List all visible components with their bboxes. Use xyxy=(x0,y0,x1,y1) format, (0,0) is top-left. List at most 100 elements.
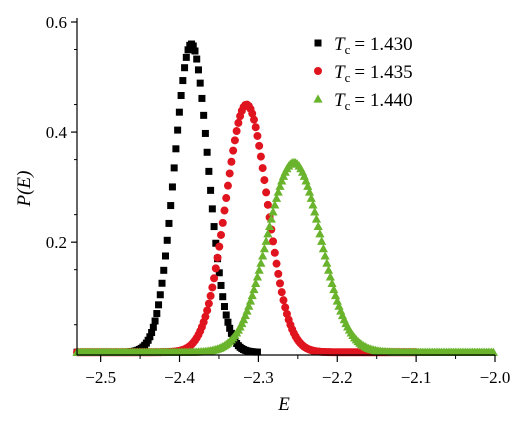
y-axis-title: P(E) xyxy=(14,171,35,208)
data-point xyxy=(245,296,256,305)
data-point xyxy=(208,283,217,292)
data-point xyxy=(225,169,234,178)
data-point xyxy=(193,55,201,63)
data-point xyxy=(303,181,313,190)
data-point xyxy=(153,310,161,318)
data-point xyxy=(330,290,341,300)
data-point xyxy=(213,253,222,262)
data-point xyxy=(156,291,164,299)
data-point xyxy=(268,207,278,216)
data-point xyxy=(249,115,258,124)
data-point xyxy=(223,181,232,190)
data-point xyxy=(170,164,178,172)
data-point xyxy=(247,290,257,300)
data-point xyxy=(256,152,265,161)
data-point xyxy=(160,266,168,274)
legend-item: Tc = 1.440 xyxy=(313,90,413,113)
y-tick-label: 0.6 xyxy=(46,13,67,32)
data-point xyxy=(227,329,235,337)
data-point xyxy=(311,214,322,223)
data-point xyxy=(240,310,250,320)
legend-marker xyxy=(314,67,322,75)
data-point xyxy=(191,47,199,55)
data-point xyxy=(252,272,263,281)
data-point xyxy=(315,229,325,238)
data-point xyxy=(224,318,232,326)
data-point xyxy=(310,207,320,216)
data-point xyxy=(220,303,228,311)
data-point xyxy=(215,242,224,251)
data-point xyxy=(279,296,288,305)
data-point xyxy=(194,66,202,74)
data-point xyxy=(158,279,166,287)
data-point xyxy=(274,269,283,278)
data-point xyxy=(148,328,156,336)
data-point xyxy=(317,236,327,245)
data-point xyxy=(256,258,266,267)
legend-item: Tc = 1.435 xyxy=(314,62,413,85)
data-point xyxy=(230,136,239,145)
data-point xyxy=(155,301,163,309)
data-point xyxy=(149,323,157,331)
data-point xyxy=(222,194,231,203)
data-point xyxy=(242,306,252,315)
data-point xyxy=(189,42,197,50)
data-point xyxy=(277,288,286,297)
data-point xyxy=(219,293,227,301)
data-point xyxy=(253,131,262,140)
data-point xyxy=(210,274,219,283)
data-point xyxy=(203,148,211,156)
data-point xyxy=(204,299,213,308)
data-point xyxy=(198,94,206,102)
data-point xyxy=(258,164,267,173)
x-axis-title: E xyxy=(277,394,290,415)
data-point xyxy=(264,221,275,230)
data-point xyxy=(260,176,269,185)
data-point xyxy=(179,77,187,85)
data-point xyxy=(259,243,269,253)
data-point xyxy=(226,324,234,332)
series-1 xyxy=(73,40,261,356)
data-point xyxy=(196,79,204,87)
data-point xyxy=(329,284,339,294)
data-point xyxy=(167,202,175,210)
data-point xyxy=(304,187,315,196)
data-point xyxy=(320,251,330,260)
data-point xyxy=(211,264,220,273)
axes: −2.5 −2.4 −2.3 −2.2 −2.1 −2.0 0.2 0.4 0.6 E P(E) xyxy=(14,13,510,415)
data-point xyxy=(276,279,285,288)
data-point xyxy=(323,265,334,274)
data-point xyxy=(281,303,290,312)
x-tick-label: −2.1 xyxy=(401,368,432,387)
data-point xyxy=(217,230,226,239)
plot-area xyxy=(72,40,499,357)
data-point xyxy=(322,258,332,267)
legend-label: Tc = 1.430 xyxy=(334,34,413,57)
data-point xyxy=(182,53,190,61)
data-point xyxy=(318,243,328,253)
data-point xyxy=(272,259,281,268)
data-point xyxy=(308,200,318,209)
x-tick-label: −2.2 xyxy=(322,368,353,387)
data-point xyxy=(301,176,311,185)
data-point xyxy=(313,221,323,230)
data-point xyxy=(181,64,189,72)
data-point xyxy=(212,239,220,247)
data-point xyxy=(258,251,268,260)
data-point xyxy=(234,118,243,127)
data-point xyxy=(174,126,182,134)
data-point xyxy=(232,127,241,136)
data-point xyxy=(277,176,287,185)
data-point xyxy=(229,146,238,155)
data-point xyxy=(172,145,180,153)
x-tick-label: −2.0 xyxy=(480,368,511,387)
data-point xyxy=(177,92,185,100)
data-point xyxy=(208,205,216,213)
data-point xyxy=(262,188,271,197)
data-point xyxy=(254,265,264,274)
legend: Tc = 1.430 Tc = 1.435 Tc = 1.440 xyxy=(313,34,413,113)
data-point xyxy=(261,236,271,245)
data-point xyxy=(205,167,213,175)
series-3 xyxy=(72,157,499,356)
